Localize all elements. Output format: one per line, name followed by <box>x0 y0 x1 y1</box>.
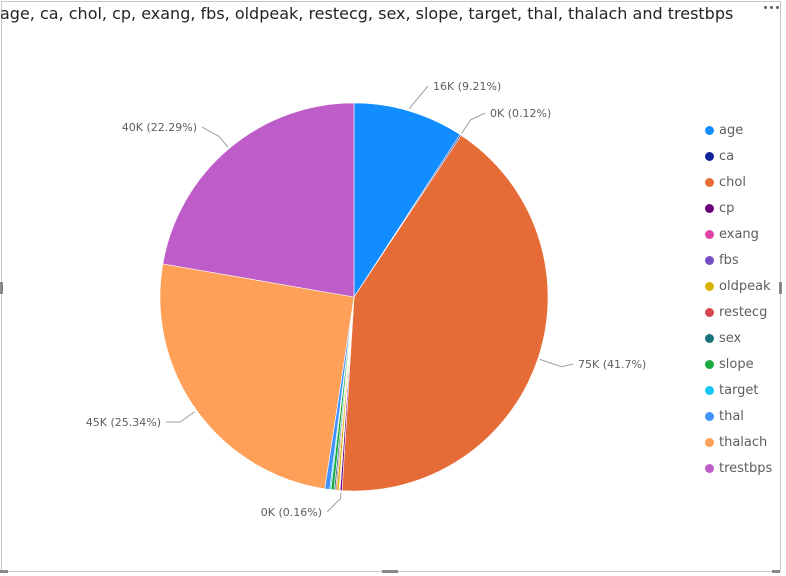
legend-label: age <box>719 122 744 138</box>
legend-item-thalach[interactable]: thalach <box>705 429 772 455</box>
leader-line-thalach <box>166 411 196 423</box>
resize-handle-right[interactable] <box>779 282 782 294</box>
more-options-icon[interactable] <box>760 0 782 14</box>
data-label-age: 16K (9.21%) <box>433 80 501 93</box>
legend-marker-exang <box>705 229 714 239</box>
leader-line-age <box>409 85 429 110</box>
legend-label: sex <box>719 330 742 346</box>
legend-label: trestbps <box>719 460 773 476</box>
resize-handle-left[interactable] <box>0 282 3 294</box>
legend: age ca chol cp exang fbs oldpeak restecg sex slop… <box>705 117 772 481</box>
data-label-cp: 0K (0.16%) <box>261 506 322 519</box>
legend-marker-sex <box>705 333 714 343</box>
legend-item-thal[interactable]: thal <box>705 403 772 429</box>
legend-item-oldpeak[interactable]: oldpeak <box>705 273 772 299</box>
legend-marker-chol <box>705 177 714 187</box>
legend-marker-oldpeak <box>705 281 714 291</box>
legend-item-cp[interactable]: cp <box>705 195 772 221</box>
leader-line-ca <box>461 112 486 134</box>
data-label-ca: 0K (0.12%) <box>490 107 551 120</box>
leader-line-cp <box>326 492 342 513</box>
data-label-trestbps: 40K (22.29%) <box>122 121 197 134</box>
legend-label: chol <box>719 174 746 190</box>
legend-item-slope[interactable]: slope <box>705 351 772 377</box>
leader-line-trestbps <box>201 126 229 148</box>
legend-item-restecg[interactable]: restecg <box>705 299 772 325</box>
resize-handle-bottom[interactable] <box>382 570 398 573</box>
legend-item-sex[interactable]: sex <box>705 325 772 351</box>
pie-slice-age[interactable] <box>353 102 461 299</box>
pie-slice-thalach[interactable] <box>159 263 355 490</box>
legend-item-fbs[interactable]: fbs <box>705 247 772 273</box>
resize-handle-bottom-left[interactable] <box>0 570 8 573</box>
legend-label: thal <box>719 408 744 424</box>
legend-label: thalach <box>719 434 768 450</box>
legend-marker-trestbps <box>705 463 714 473</box>
data-label-thalach: 45K (25.34%) <box>86 416 161 429</box>
legend-label: exang <box>719 226 759 242</box>
legend-marker-fbs <box>705 255 714 265</box>
legend-item-target[interactable]: target <box>705 377 772 403</box>
legend-marker-age <box>705 125 714 135</box>
legend-marker-slope <box>705 359 714 369</box>
chart-title: age, ca, chol, cp, exang, fbs, oldpeak, … <box>0 4 734 23</box>
legend-item-exang[interactable]: exang <box>705 221 772 247</box>
legend-marker-ca <box>705 151 714 161</box>
legend-marker-cp <box>705 203 714 213</box>
leader-line-chol <box>539 358 574 368</box>
legend-label: cp <box>719 200 735 216</box>
pie-slice-trestbps[interactable] <box>162 102 355 298</box>
legend-marker-restecg <box>705 307 714 317</box>
legend-item-ca[interactable]: ca <box>705 143 772 169</box>
legend-item-trestbps[interactable]: trestbps <box>705 455 772 481</box>
legend-marker-target <box>705 385 714 395</box>
legend-label: slope <box>719 356 754 372</box>
legend-label: fbs <box>719 252 739 268</box>
legend-label: restecg <box>719 304 768 320</box>
legend-label: ca <box>719 148 735 164</box>
legend-marker-thalach <box>705 437 714 447</box>
legend-label: oldpeak <box>719 278 771 294</box>
pie-slice-chol[interactable] <box>341 134 549 492</box>
legend-marker-thal <box>705 411 714 421</box>
legend-item-chol[interactable]: chol <box>705 169 772 195</box>
legend-label: target <box>719 382 759 398</box>
legend-item-age[interactable]: age <box>705 117 772 143</box>
data-label-chol: 75K (41.7%) <box>578 358 646 371</box>
resize-handle-bottom-right[interactable] <box>772 570 780 573</box>
